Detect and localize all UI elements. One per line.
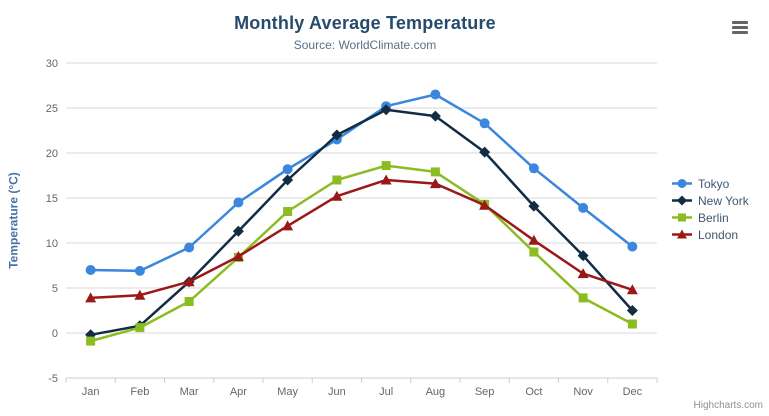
data-point-london[interactable] [528, 234, 540, 245]
x-tick-label: May [277, 386, 298, 398]
legend-label: London [698, 227, 739, 242]
y-tick-label: 15 [46, 193, 58, 205]
data-point-tokyo[interactable] [578, 202, 589, 213]
data-point-tokyo[interactable] [430, 89, 441, 100]
data-point-new-york[interactable] [626, 305, 638, 316]
data-point-london[interactable] [380, 174, 392, 185]
credits-link[interactable]: Highcharts.com [693, 400, 763, 411]
series-line-tokyo[interactable] [89, 93, 634, 273]
legend-label: Berlin [698, 210, 729, 225]
data-point-tokyo[interactable] [85, 265, 96, 275]
data-point-london[interactable] [626, 284, 638, 295]
data-point-tokyo[interactable] [233, 197, 244, 208]
data-point-london[interactable] [232, 251, 244, 261]
y-tick-label: 10 [46, 238, 58, 250]
data-point-london[interactable] [479, 199, 491, 210]
hamburger-menu-icon [732, 21, 748, 24]
data-point-berlin[interactable] [430, 167, 440, 177]
data-point-london[interactable] [331, 190, 343, 201]
series-line-london[interactable] [89, 178, 634, 300]
legend-item-london[interactable]: London [671, 226, 749, 243]
legend-label: Tokyo [698, 176, 730, 191]
legend-marker-circle-icon [672, 179, 692, 188]
data-point-berlin[interactable] [283, 207, 293, 216]
chart-subtitle: Source: WorldClimate.com [293, 38, 437, 52]
legend-marker-triangle-icon [672, 229, 692, 239]
data-point-berlin[interactable] [184, 297, 194, 306]
y-tick-label: 5 [52, 283, 58, 295]
data-point-tokyo[interactable] [528, 163, 539, 174]
hamburger-menu-icon [732, 26, 748, 29]
data-point-tokyo[interactable] [282, 164, 293, 175]
context-menu-button[interactable] [732, 21, 748, 35]
series-line-new-york[interactable] [89, 108, 634, 337]
data-point-tokyo[interactable] [627, 241, 638, 252]
data-point-berlin[interactable] [381, 161, 391, 171]
x-tick-label: Dec [623, 386, 643, 398]
hamburger-menu-icon [732, 31, 748, 34]
legend-marker-diamond-icon [672, 195, 692, 206]
data-point-tokyo[interactable] [184, 242, 195, 253]
data-point-london[interactable] [577, 268, 589, 279]
data-point-berlin[interactable] [627, 319, 637, 329]
data-point-new-york[interactable] [331, 129, 343, 141]
data-point-berlin[interactable] [529, 247, 539, 257]
data-point-london[interactable] [85, 292, 97, 303]
x-tick-label: Jan [82, 386, 100, 398]
data-point-tokyo[interactable] [134, 265, 145, 276]
data-point-berlin[interactable] [578, 293, 588, 303]
legend-item-tokyo[interactable]: Tokyo [671, 175, 749, 192]
x-tick-label: Feb [130, 386, 149, 398]
x-tick-label: Sep [475, 386, 495, 398]
series-line-berlin[interactable] [89, 164, 634, 343]
y-tick-label: 20 [46, 148, 58, 160]
x-tick-label: Jul [379, 386, 393, 398]
x-tick-label: Mar [180, 386, 199, 398]
chart-title: Monthly Average Temperature [234, 13, 496, 33]
data-point-berlin[interactable] [332, 175, 342, 185]
legend-item-new-york[interactable]: New York [671, 192, 749, 209]
legend-item-berlin[interactable]: Berlin [671, 209, 749, 226]
data-point-new-york[interactable] [479, 146, 491, 158]
data-point-london[interactable] [183, 276, 195, 287]
data-point-berlin[interactable] [86, 336, 96, 346]
data-point-new-york[interactable] [282, 174, 294, 186]
data-point-london[interactable] [134, 289, 146, 300]
legend: Tokyo New York Berlin London [671, 175, 749, 243]
data-point-new-york[interactable] [577, 250, 589, 262]
y-tick-label: 30 [46, 58, 58, 70]
data-point-new-york[interactable] [528, 200, 540, 212]
x-tick-label: Aug [426, 386, 446, 398]
data-point-tokyo[interactable] [479, 118, 490, 129]
x-tick-label: Nov [573, 386, 593, 398]
data-point-london[interactable] [282, 220, 294, 231]
y-axis-title: Temperature (°C) [6, 172, 21, 269]
data-point-london[interactable] [429, 178, 441, 189]
data-point-new-york[interactable] [429, 110, 441, 122]
x-tick-label: Oct [525, 386, 542, 398]
y-tick-label: 0 [52, 328, 58, 340]
data-point-new-york[interactable] [232, 225, 244, 237]
x-tick-label: Jun [328, 386, 346, 398]
y-tick-label: -5 [48, 373, 58, 385]
data-point-new-york[interactable] [380, 104, 392, 116]
y-tick-label: 25 [46, 103, 58, 115]
x-tick-label: Apr [230, 386, 247, 398]
data-point-berlin[interactable] [135, 323, 145, 333]
legend-marker-square-icon [672, 213, 692, 222]
legend-label: New York [698, 193, 749, 208]
